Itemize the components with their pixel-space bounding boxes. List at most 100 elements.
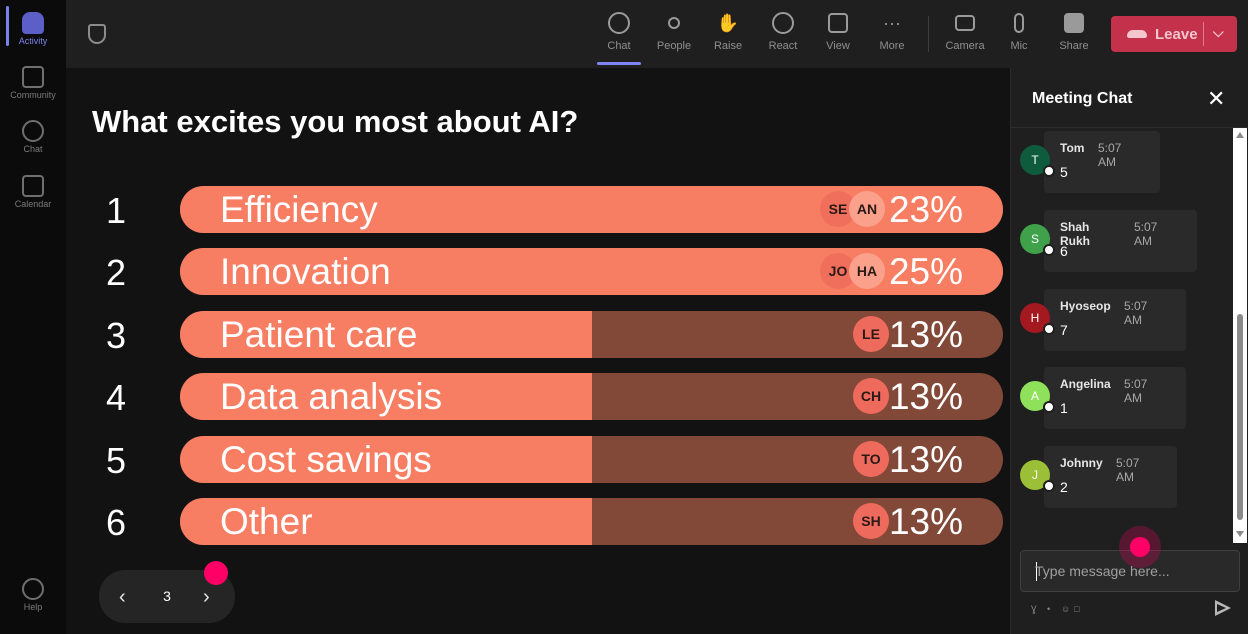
chat-icon [608, 12, 630, 34]
rail-item-label: Help [23, 602, 43, 612]
toolbar-button-label: Mic [1010, 40, 1028, 52]
toolbar-chat-button[interactable]: Chat [594, 10, 644, 60]
toolbar-react-button[interactable]: React [758, 10, 808, 60]
previous-slide-button[interactable]: ‹ [119, 586, 126, 608]
poll-option-rank: 2 [106, 252, 127, 293]
poll-result-bar: Patient care 13% LE [180, 311, 1003, 358]
rail-item-label: Calendar [14, 199, 52, 209]
poll-option-percent: 13% [888, 501, 963, 542]
active-tab-underline [597, 62, 641, 65]
poll-option-percent: 13% [888, 314, 963, 355]
help-icon [22, 578, 44, 600]
chat-scrollbar[interactable] [1233, 128, 1247, 543]
poll-result-bar: Other 13% SH [180, 498, 1003, 545]
toolbar-mic-button[interactable]: Mic [994, 10, 1044, 60]
poll-result-fill [180, 436, 592, 483]
chat-header: Meeting Chat ✕ [1011, 68, 1248, 128]
poll-stage: What excites you most about AI? 1 Efficie… [66, 68, 1010, 634]
poll-option-rank: 1 [106, 190, 127, 231]
poll-question: What excites you most about AI? [92, 104, 579, 139]
rail-item-calendar[interactable]: Calendar [0, 175, 66, 225]
leave-button-label: Leave [1155, 25, 1198, 43]
voter-avatar: LE [853, 316, 889, 352]
chevron-down-icon[interactable]: ⌵ [1213, 24, 1224, 40]
message-timestamp: 5:07 AM [1098, 141, 1122, 169]
close-icon[interactable]: ✕ [1207, 86, 1226, 111]
presence-status-icon [1043, 323, 1055, 335]
poll-option-row: 1 Efficiency 23% SE AN [66, 186, 1010, 234]
message-timestamp: 5:07 AM [1134, 220, 1158, 248]
voter-avatar: CH [853, 378, 889, 414]
presence-status-icon [1043, 165, 1055, 177]
message-input[interactable] [1035, 561, 1225, 581]
rail-item-activity[interactable]: Activity [0, 12, 66, 62]
page-number: 3 [163, 588, 171, 604]
next-slide-button[interactable]: › [203, 586, 210, 608]
attach-icon[interactable]: • [1047, 604, 1051, 614]
message-bubble [1044, 210, 1197, 272]
toolbar-people-button[interactable]: People [649, 10, 699, 60]
poll-result-bar: Efficiency 23% SE AN [180, 186, 1003, 233]
more-icon: ··· [883, 12, 901, 33]
meeting-toolbar: Chat People ✋ Raise React View ··· More … [66, 0, 1248, 68]
toolbar-share-button[interactable]: Share [1049, 10, 1099, 60]
scroll-down-icon[interactable] [1236, 531, 1244, 537]
poll-option-percent: 13% [888, 439, 963, 480]
message-text: 5 [1060, 164, 1068, 180]
meeting-chat-panel: Meeting Chat ✕ T Tom 5:07 AM 5 S Shah Rukh 5:0… [1010, 68, 1248, 634]
scroll-up-icon[interactable] [1236, 132, 1244, 138]
rail-item-help[interactable]: Help [0, 578, 66, 628]
rail-item-chat[interactable]: Chat [0, 120, 66, 170]
leave-divider [1203, 22, 1204, 46]
rail-item-community[interactable]: Community [0, 66, 66, 116]
emoji-icon[interactable]: ☺ [1061, 604, 1071, 614]
message-bubble [1044, 446, 1177, 508]
toolbar-camera-button[interactable]: Camera [940, 10, 990, 60]
sender-name: Johnny [1060, 456, 1103, 470]
format-icon[interactable]: Ɣ [1031, 604, 1037, 614]
sender-name: Shah Rukh [1060, 220, 1090, 248]
cursor-marker [204, 561, 228, 585]
message-compose-box[interactable] [1020, 550, 1240, 592]
toolbar-more-button[interactable]: ··· More [867, 10, 917, 60]
sender-name: Hyoseop [1060, 299, 1111, 313]
bell-icon [22, 12, 44, 34]
poll-option-rank: 3 [106, 315, 127, 356]
rail-item-label: Chat [23, 144, 43, 154]
toolbar-view-button[interactable]: View [813, 10, 863, 60]
scrollbar-thumb[interactable] [1237, 314, 1243, 520]
message-text: 1 [1060, 400, 1068, 416]
chat-message-list[interactable]: T Tom 5:07 AM 5 S Shah Rukh 5:07 AM 6 H Hyoseop 5:… [1011, 128, 1233, 543]
toolbar-button-label: People [656, 40, 692, 52]
community-icon [22, 66, 44, 88]
chat-icon [22, 120, 44, 142]
message-timestamp: 5:07 AM [1124, 299, 1148, 327]
shield-icon[interactable] [88, 24, 106, 44]
voter-avatar: TO [853, 441, 889, 477]
poll-option-row: 3 Patient care 13% LE [66, 311, 1010, 359]
rail-item-label: Community [10, 90, 56, 100]
toolbar-button-label: Chat [607, 40, 631, 52]
toolbar-button-label: Camera [945, 40, 985, 52]
toolbar-raise-button[interactable]: ✋ Raise [703, 10, 753, 60]
message-text: 6 [1060, 243, 1068, 259]
hand-icon: ✋ [716, 12, 740, 33]
leave-button[interactable]: Leave ⌵ [1111, 16, 1237, 52]
share-icon [1064, 13, 1084, 33]
poll-option-label: Cost savings [220, 439, 432, 480]
poll-option-label: Innovation [220, 251, 391, 292]
poll-result-bar: Data analysis 13% CH [180, 373, 1003, 420]
message-timestamp: 5:07 AM [1124, 377, 1148, 405]
sticker-icon[interactable]: □ [1074, 604, 1080, 614]
poll-option-rank: 6 [106, 502, 127, 543]
poll-result-bar: Innovation 25% JO HA [180, 248, 1003, 295]
message-bubble [1044, 131, 1160, 193]
toolbar-button-label: More [879, 40, 905, 52]
grid-icon [828, 13, 848, 33]
poll-option-percent: 25% [888, 251, 963, 292]
poll-result-fill [180, 373, 592, 420]
hang-up-icon [1127, 30, 1147, 38]
sender-name: Tom [1060, 141, 1085, 155]
poll-option-label: Data analysis [220, 376, 443, 417]
